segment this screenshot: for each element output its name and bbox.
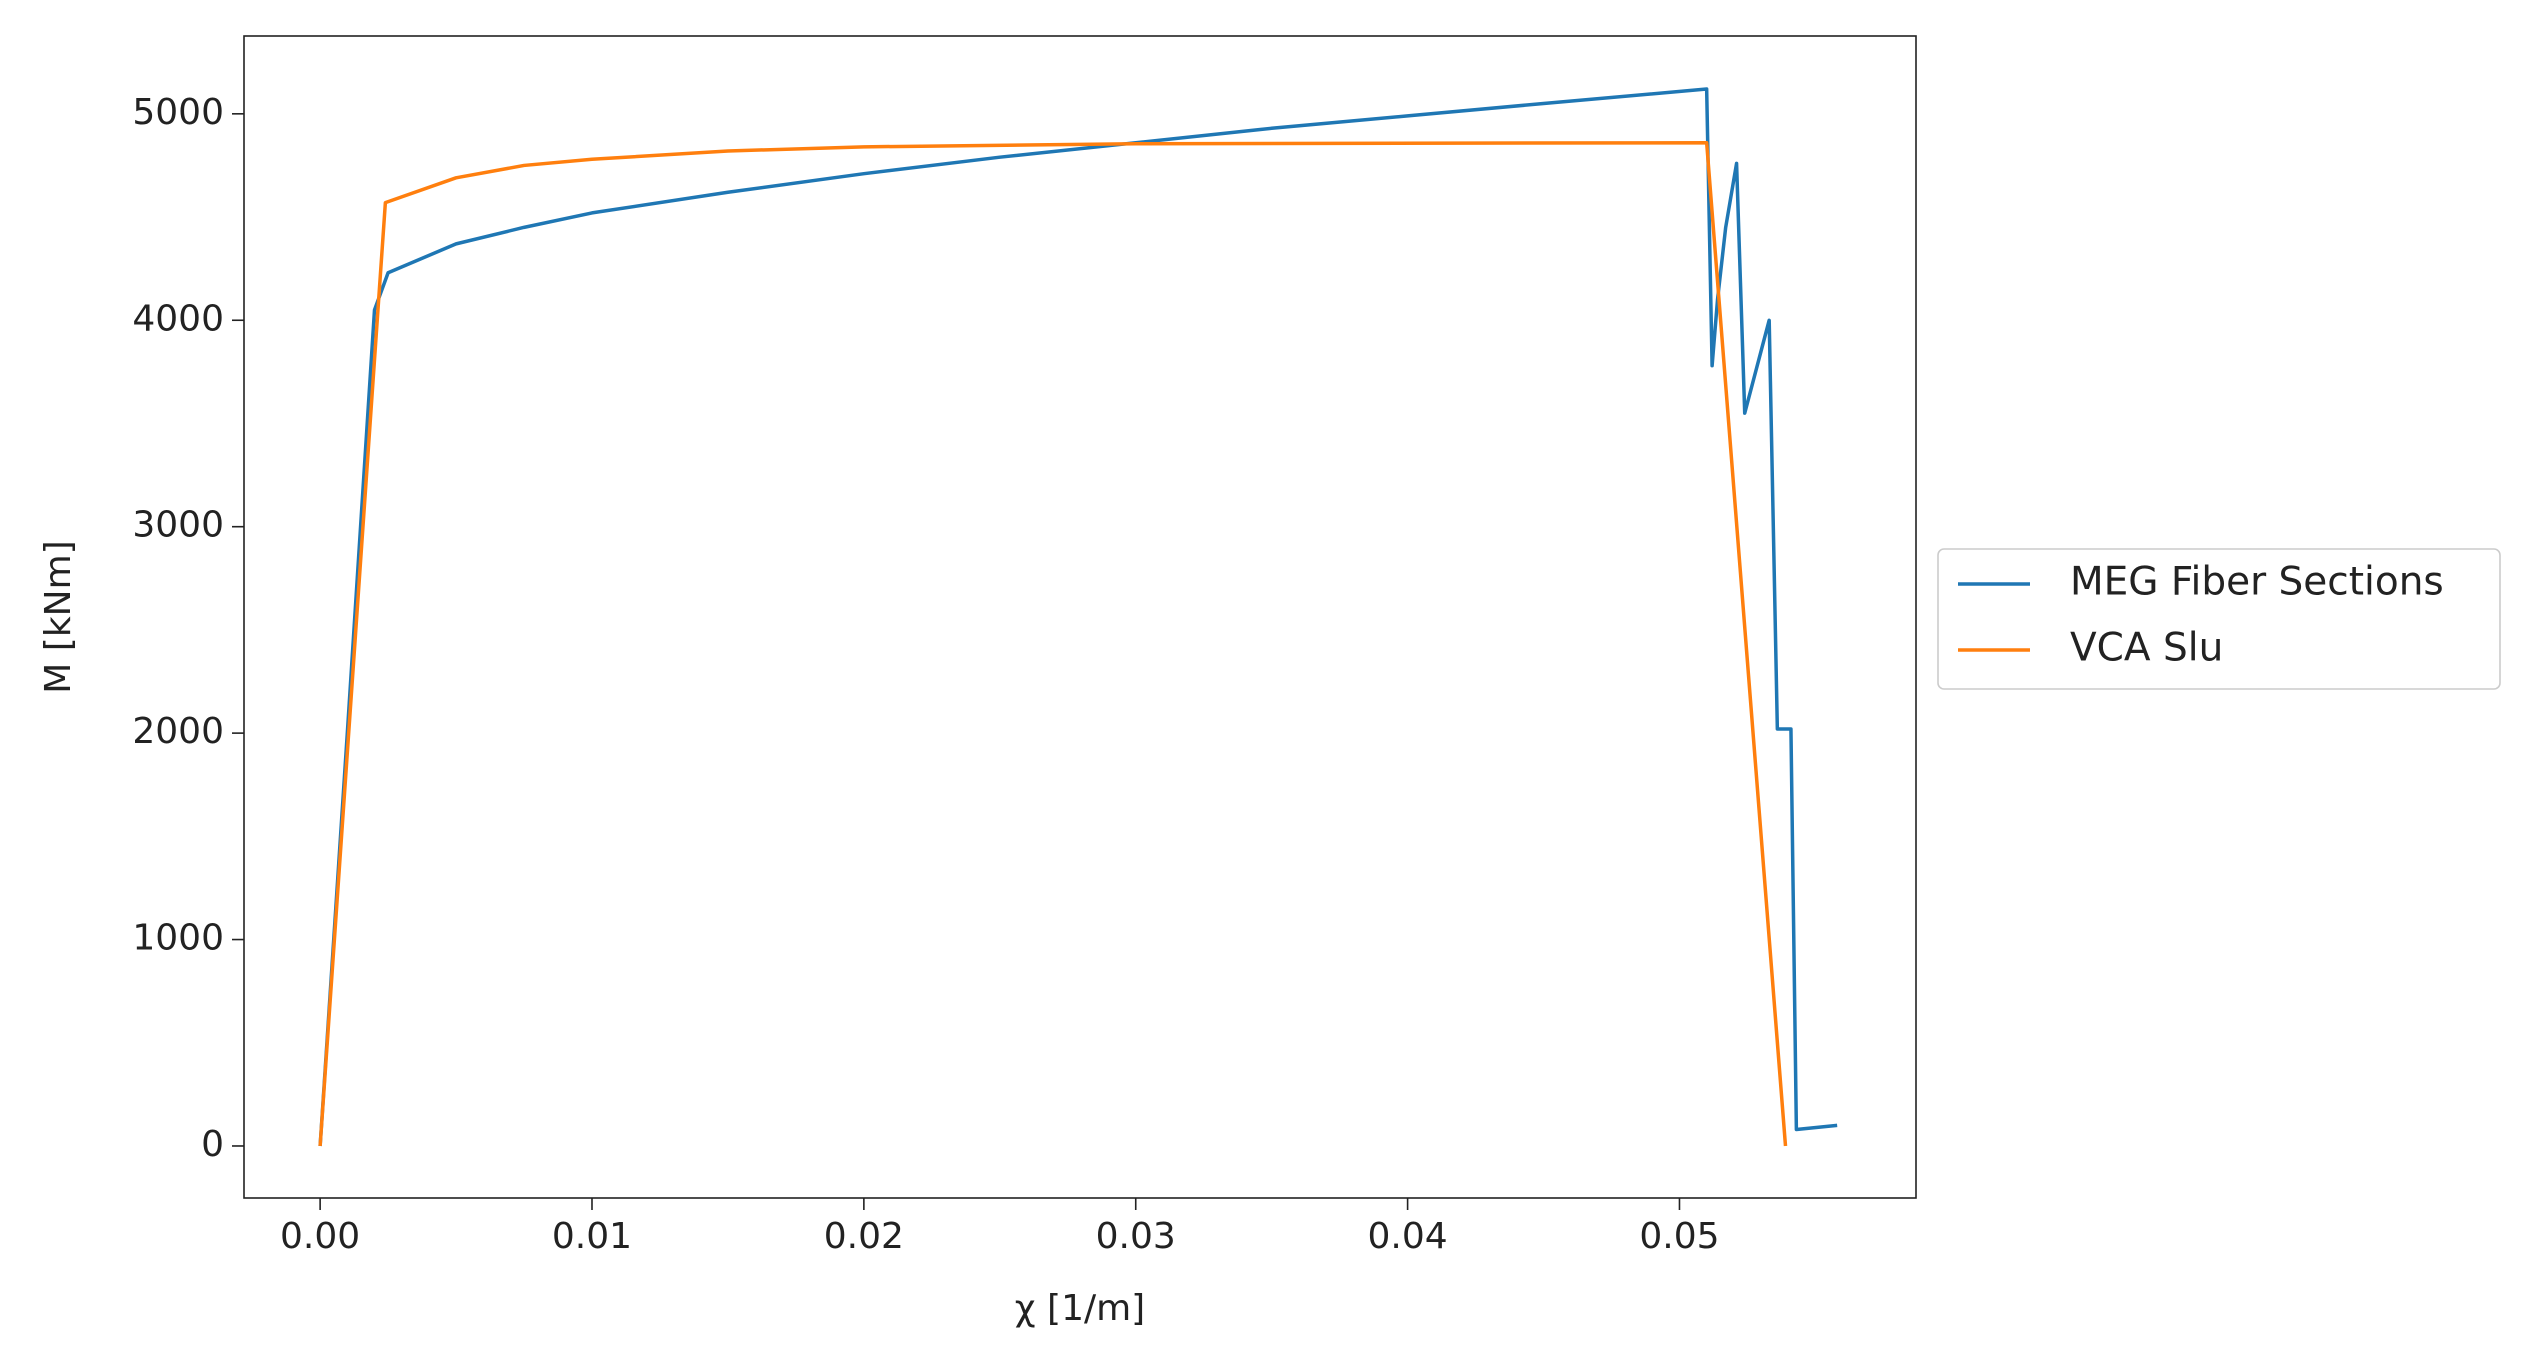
y-axis-label: M [kNm] (38, 540, 79, 693)
series-line (318, 140, 1788, 1147)
y-tick-label: 1000 (132, 918, 224, 959)
legend-label: MEG Fiber Sections (2070, 560, 2444, 605)
y-tick-label: 0 (201, 1124, 224, 1165)
legend (1937, 548, 2501, 690)
y-tick-label: 5000 (132, 92, 224, 133)
x-tick-label: 0.01 (552, 1216, 632, 1257)
plot-frame (243, 35, 1917, 1199)
y-tick-label: 3000 (132, 505, 224, 546)
legend-label: VCA Slu (2070, 626, 2223, 671)
y-tick-label: 2000 (132, 711, 224, 752)
x-tick-label: 0.02 (824, 1216, 904, 1257)
x-tick-label: 0.04 (1368, 1216, 1448, 1257)
series-line (318, 87, 1838, 1147)
x-axis-label: χ [1/m] (1015, 1288, 1145, 1329)
x-tick-label: 0.00 (280, 1216, 360, 1257)
y-tick-label: 4000 (132, 298, 224, 339)
x-tick-label: 0.05 (1639, 1216, 1719, 1257)
x-tick-label: 0.03 (1096, 1216, 1176, 1257)
